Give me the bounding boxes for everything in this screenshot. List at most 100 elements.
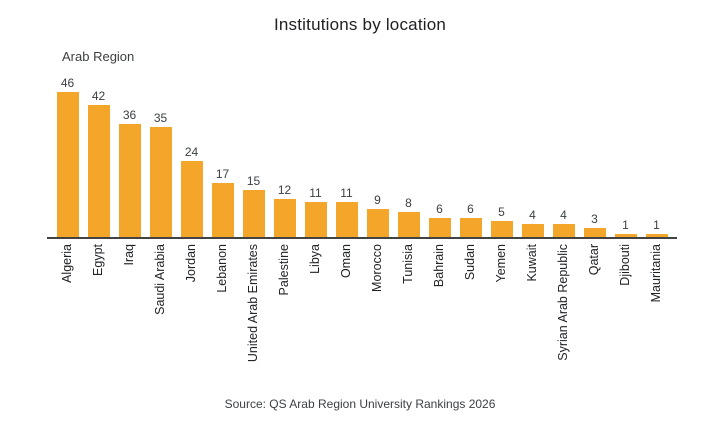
category-label: Yemen — [494, 244, 509, 283]
category-label: Bahrain — [432, 244, 447, 288]
bar — [87, 105, 110, 237]
category-label-area: Bahrain — [424, 237, 455, 384]
bar-column: 4 Kuwait — [517, 74, 548, 384]
bar-value-label: 36 — [122, 107, 137, 122]
bar-column: 5 Yemen — [486, 74, 517, 384]
category-label: Kuwait — [525, 244, 540, 282]
bar — [304, 202, 327, 237]
category-label: Egypt — [91, 244, 106, 276]
bar-value-label: 1 — [622, 217, 629, 232]
bar-value-label: 11 — [309, 185, 322, 200]
category-label-area: Libya — [300, 237, 331, 384]
bar — [490, 221, 513, 237]
bar-column: 35 Saudi Arabia — [145, 74, 176, 384]
category-label-area: United Arab Emirates — [238, 237, 269, 384]
bar-area: 4 — [517, 74, 548, 237]
bar — [521, 224, 544, 237]
category-label-area: Sudan — [455, 237, 486, 384]
bar-area: 17 — [207, 74, 238, 237]
category-label-area: Syrian Arab Republic — [548, 237, 579, 384]
bar-column: 24 Jordan — [176, 74, 207, 384]
series-label: Arab Region — [62, 49, 135, 64]
category-label-area: Yemen — [486, 237, 517, 384]
bar-area: 15 — [238, 74, 269, 237]
bar-area: 11 — [300, 74, 331, 237]
bar-column: 11 Libya — [300, 74, 331, 384]
bar-column: 9 Morocco — [362, 74, 393, 384]
bar-value-label: 42 — [91, 88, 106, 103]
category-label-area: Kuwait — [517, 237, 548, 384]
category-label: Lebanon — [215, 244, 230, 293]
category-label-area: Algeria — [52, 237, 83, 384]
bar-value-label: 1 — [653, 217, 660, 232]
category-label: Oman — [339, 244, 354, 279]
bar-chart: 46 Algeria 42 Egypt 36 Iraq 35 Saudi Arabia 24 Jo… — [47, 74, 677, 384]
bar — [273, 199, 296, 237]
bar-value-label: 35 — [153, 110, 168, 125]
category-label: Jordan — [184, 244, 199, 283]
bar-value-label: 3 — [591, 211, 598, 226]
bar-column: 12 Palestine — [269, 74, 300, 384]
category-label-area: Qatar — [579, 237, 610, 384]
category-label: Morocco — [370, 244, 385, 292]
bar-area: 4 — [548, 74, 579, 237]
bar — [552, 224, 575, 237]
bar-area: 1 — [610, 74, 641, 237]
bar-area: 3 — [579, 74, 610, 237]
bar-column: 4 Syrian Arab Republic — [548, 74, 579, 384]
bar-value-label: 24 — [184, 144, 199, 159]
bar-column: 1 Djibouti — [610, 74, 641, 384]
bar-value-label: 11 — [340, 185, 353, 200]
bar-area: 1 — [641, 74, 672, 237]
bar-area: 9 — [362, 74, 393, 237]
category-label: Djibouti — [618, 244, 633, 286]
bar-area: 12 — [269, 74, 300, 237]
category-label: Tunisia — [401, 244, 416, 284]
bar — [459, 218, 482, 237]
bar-column: 42 Egypt — [83, 74, 114, 384]
bar — [614, 234, 637, 237]
category-label-area: Oman — [331, 237, 362, 384]
category-label-area: Tunisia — [393, 237, 424, 384]
category-label-area: Egypt — [83, 237, 114, 384]
category-label: Mauritania — [649, 244, 664, 303]
bar-column: 6 Bahrain — [424, 74, 455, 384]
bar-column: 11 Oman — [331, 74, 362, 384]
bar-area: 35 — [145, 74, 176, 237]
bar — [56, 92, 79, 237]
category-label: Qatar — [587, 244, 602, 276]
bar-area: 46 — [52, 74, 83, 237]
bar-area: 42 — [83, 74, 114, 237]
bar-value-label: 4 — [560, 207, 567, 222]
category-label-area: Lebanon — [207, 237, 238, 384]
bar-column: 8 Tunisia — [393, 74, 424, 384]
bar-column: 46 Algeria — [52, 74, 83, 384]
bar-column: 1 Mauritania — [641, 74, 672, 384]
chart-title: Institutions by location — [273, 15, 447, 34]
bar-value-label: 9 — [374, 192, 381, 207]
bar-value-label: 46 — [60, 75, 75, 90]
bar-value-label: 5 — [498, 204, 505, 219]
bar-value-label: 17 — [215, 166, 230, 181]
bar-value-label: 8 — [405, 195, 412, 210]
category-label-area: Iraq — [114, 237, 145, 384]
plot-area: 46 Algeria 42 Egypt 36 Iraq 35 Saudi Arabia 24 Jo… — [52, 74, 672, 384]
bar — [645, 234, 668, 237]
bar — [397, 212, 420, 237]
bar — [242, 190, 265, 237]
category-label-area: Djibouti — [610, 237, 641, 384]
bar — [211, 183, 234, 237]
category-label: Palestine — [277, 244, 292, 296]
bar-column: 15 United Arab Emirates — [238, 74, 269, 384]
bar-column: 6 Sudan — [455, 74, 486, 384]
bar-value-label: 15 — [246, 173, 261, 188]
bar — [366, 209, 389, 237]
category-label: Saudi Arabia — [153, 244, 168, 315]
bar-value-label: 6 — [467, 201, 474, 216]
bar — [149, 127, 172, 237]
bar-value-label: 6 — [436, 201, 443, 216]
bar-area: 5 — [486, 74, 517, 237]
bar-area: 8 — [393, 74, 424, 237]
category-label: United Arab Emirates — [246, 244, 261, 363]
